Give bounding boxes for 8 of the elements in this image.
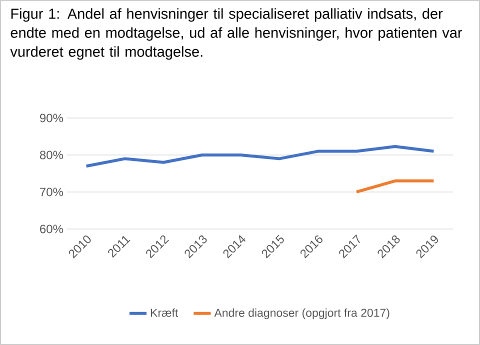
line-series <box>84 144 436 168</box>
legend-label: Andre diagnoser (opgjort fra 2017) <box>214 308 390 320</box>
y-tick-label: 90% <box>40 114 64 122</box>
legend-label: Kræft <box>150 308 178 317</box>
y-tick-label: 80% <box>40 150 64 160</box>
chart-title: Figur 1: Andel af henvisninger til specialiseret palliativ indsats, der endte med en modtagelse, ud af alle henvisninger, hvor patienten var vurderet egnet til modtagelse. <box>10 8 462 60</box>
y-tick-label: 70% <box>40 188 64 196</box>
y-tick-label: 60% <box>40 224 64 234</box>
